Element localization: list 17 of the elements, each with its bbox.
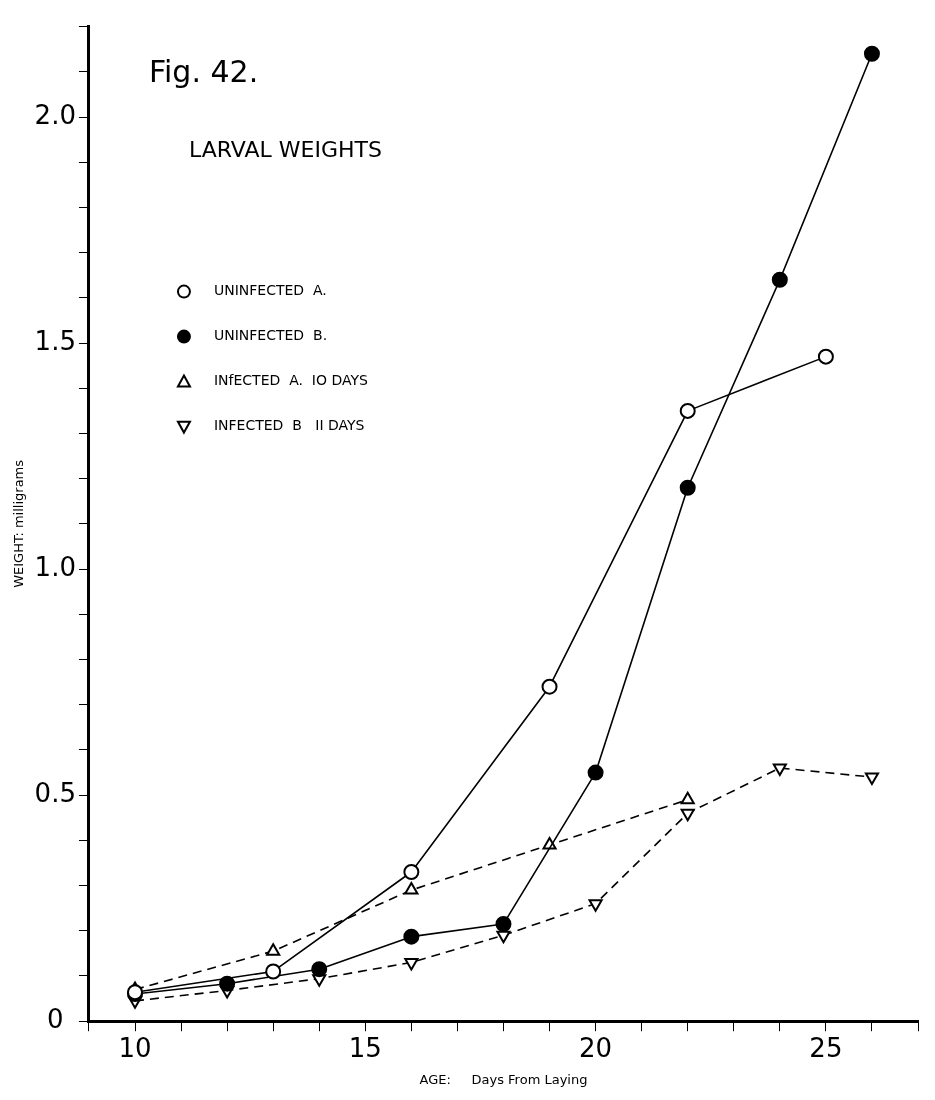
x-tick-label: 10: [118, 1032, 152, 1063]
x-axis-title: AGE: Days From Laying: [419, 1071, 588, 1087]
y-tick-label: 1.0: [34, 551, 76, 582]
y-tick-label: 0.5: [34, 777, 76, 808]
y-tick-label: 2.0: [34, 99, 76, 130]
legend-label: INfECTED A. IO DAYS: [213, 372, 369, 389]
x-tick-label: 25: [809, 1032, 843, 1063]
y-tick-label: 1.5: [34, 325, 76, 356]
y-axis-title: WEIGHT: milligrams: [11, 459, 27, 588]
legend-label: INFECTED B II DAYS: [213, 417, 365, 434]
y-tick-label: 0: [47, 1003, 64, 1034]
legend-label: UNINFECTED B.: [213, 327, 328, 344]
x-tick-label: 15: [348, 1032, 382, 1063]
text: Fig. 42.: [148, 53, 259, 89]
x-tick-label: 20: [579, 1032, 613, 1063]
legend-label: UNINFECTED A.: [213, 282, 327, 299]
text: LARVAL WEIGHTS: [188, 136, 382, 162]
